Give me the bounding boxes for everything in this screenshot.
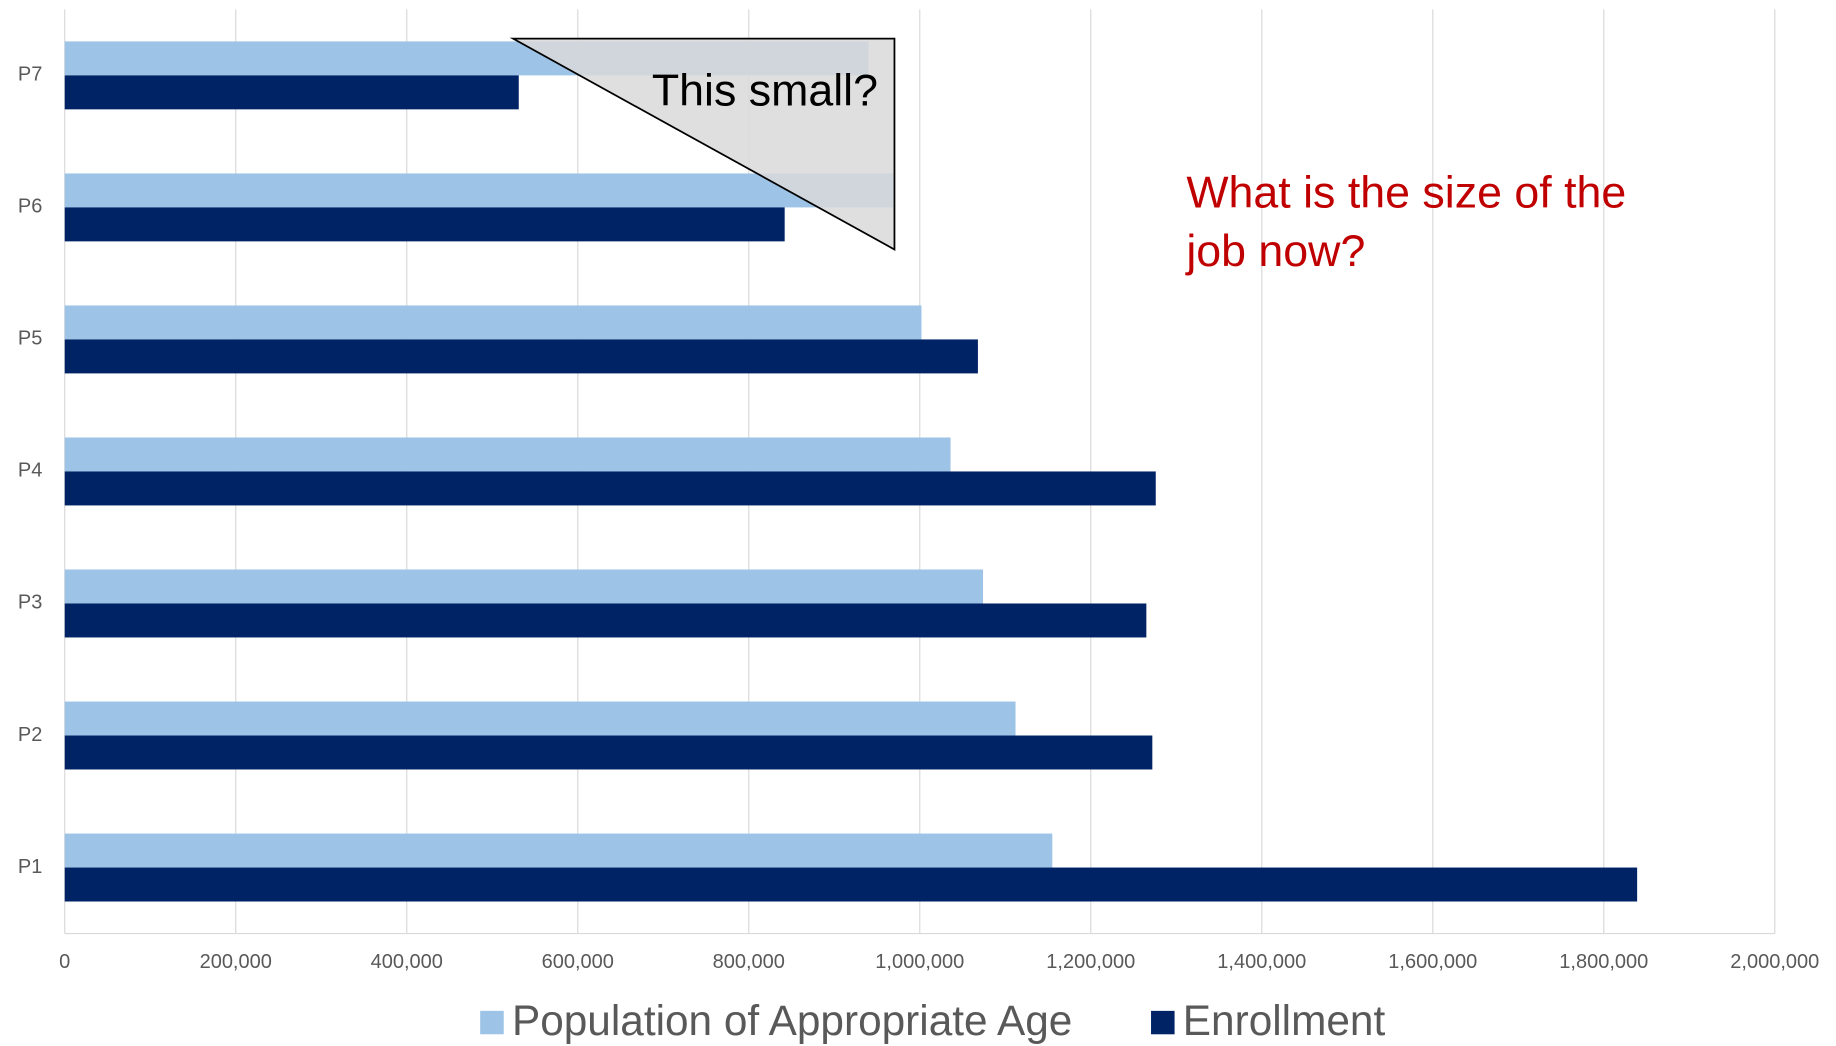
- legend-swatch: [1151, 1010, 1175, 1035]
- bar: [64, 75, 519, 110]
- bar: [64, 471, 1156, 506]
- x-tick-label: 800,000: [713, 951, 785, 973]
- y-tick-label: P2: [18, 724, 42, 746]
- bar: [64, 437, 951, 472]
- callout-text: This small?: [652, 67, 878, 116]
- x-tick-label: 0: [59, 951, 70, 973]
- bar: [64, 701, 1016, 736]
- bar: [64, 833, 1053, 868]
- x-tick-label: 200,000: [200, 951, 272, 973]
- callout-shape: [509, 37, 896, 251]
- x-tick-label: 2,000,000: [1730, 951, 1819, 973]
- x-tick-label: 1,200,000: [1046, 951, 1135, 973]
- x-tick-label: 1,400,000: [1217, 951, 1306, 973]
- bar: [64, 207, 785, 242]
- bar: [64, 867, 1638, 902]
- x-tick-label: 400,000: [371, 951, 443, 973]
- x-tick-label: 1,800,000: [1559, 951, 1648, 973]
- x-tick-label: 600,000: [542, 951, 614, 973]
- bar: [64, 305, 922, 340]
- bar: [64, 173, 894, 208]
- bar: [64, 339, 978, 374]
- annotation: job now?: [1184, 227, 1365, 276]
- y-tick-label: P4: [18, 460, 42, 482]
- y-tick-label: P3: [18, 592, 42, 614]
- y-tick-label: P1: [18, 856, 42, 878]
- legend-swatch: [480, 1010, 504, 1035]
- legend-label: Enrollment: [1183, 997, 1386, 1044]
- bar: [64, 735, 1153, 770]
- y-tick-label: P7: [18, 64, 42, 86]
- x-tick-label: 1,000,000: [875, 951, 964, 973]
- bar: [64, 569, 984, 604]
- y-tick-label: P6: [18, 196, 42, 218]
- legend-label: Population of Appropriate Age: [512, 997, 1072, 1044]
- x-tick-label: 1,600,000: [1388, 951, 1477, 973]
- annotation: What is the size of the: [1186, 168, 1626, 217]
- y-tick-label: P5: [18, 328, 42, 350]
- bar: [64, 603, 1147, 638]
